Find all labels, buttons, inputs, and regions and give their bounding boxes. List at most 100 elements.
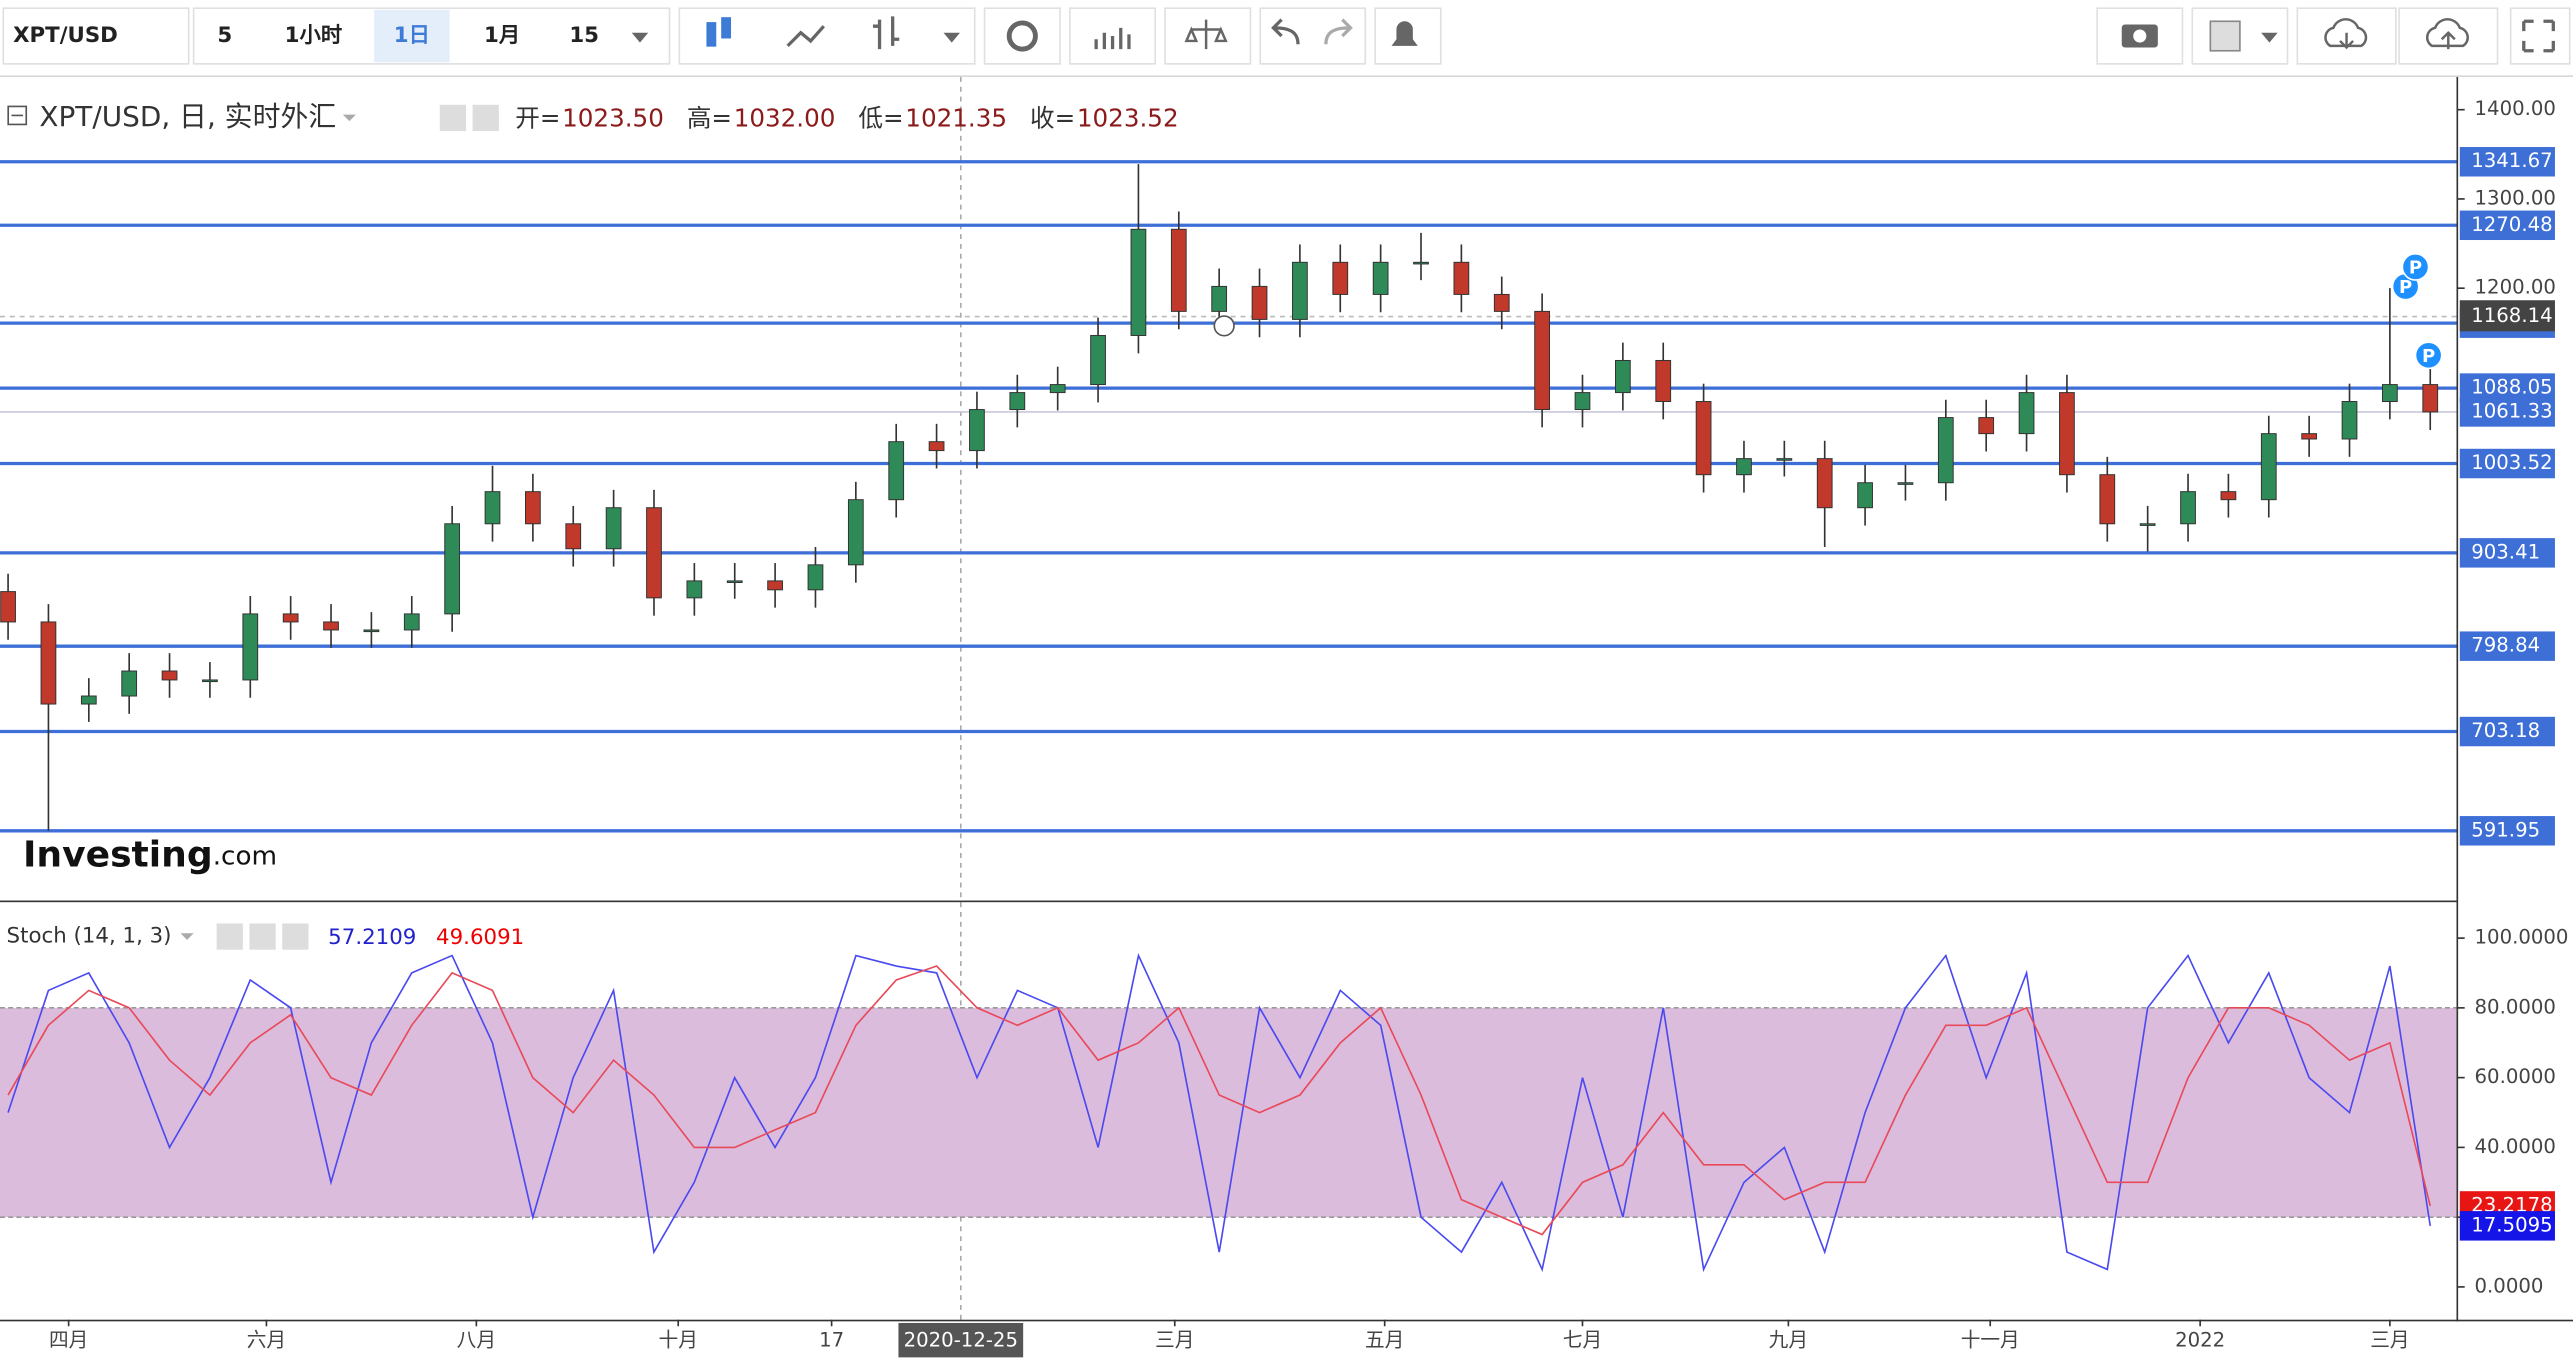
- candle-body: [1049, 384, 1066, 394]
- symbol[interactable]: XPT/USD: [13, 23, 118, 48]
- stoch-current: 57.2109: [328, 925, 416, 950]
- stoch-tag-label: 23.2178: [2471, 1193, 2552, 1216]
- y-tick-label: 40.0000: [2475, 1135, 2556, 1158]
- undo-icon: [1271, 18, 1300, 45]
- candle-body: [1655, 359, 1672, 403]
- eye-icon: [439, 104, 467, 131]
- candle-body: [1211, 285, 1228, 312]
- logo-brand: Investing: [23, 833, 213, 875]
- candle-icon: [721, 17, 732, 39]
- symbol-box[interactable]: [2, 7, 190, 65]
- alert-marker-label: P: [2422, 346, 2435, 367]
- compare-button[interactable]: [1164, 7, 1252, 65]
- candle-body: [1695, 401, 1712, 476]
- candle-body: [1413, 261, 1429, 265]
- undo-redo-group[interactable]: [1259, 7, 1367, 65]
- candle-body: [1332, 261, 1349, 295]
- x-tick-label: 十一月: [1961, 1329, 2020, 1352]
- candle-body: [1574, 392, 1591, 411]
- candle-body: [888, 441, 905, 501]
- candle-body: [686, 580, 703, 599]
- candle-body: [0, 591, 16, 623]
- fullscreen-button[interactable]: [2509, 7, 2571, 65]
- indicators-button[interactable]: [1069, 7, 1157, 65]
- level-label: 798.84: [2471, 634, 2540, 657]
- chart-type-group[interactable]: [678, 7, 976, 65]
- interval[interactable]: 5: [217, 23, 232, 48]
- snapshot-button[interactable]: [2096, 7, 2184, 65]
- level-label: 703.18: [2471, 719, 2540, 742]
- x-tick-label: 四月: [49, 1329, 88, 1352]
- candle-body: [1493, 293, 1510, 312]
- stoch-pane: 100.000080.000060.000040.000020.00000.00…: [0, 923, 2568, 1297]
- ohlc-label: 收=: [1030, 104, 1075, 133]
- layout-button[interactable]: [2191, 7, 2289, 65]
- y-tick-label: 100.0000: [2475, 926, 2569, 949]
- alert-button[interactable]: [1374, 7, 1442, 65]
- candle-body: [202, 679, 218, 683]
- candle-body: [1372, 261, 1389, 295]
- toolbar-icons: [631, 16, 2555, 53]
- load-button[interactable]: [2296, 7, 2397, 65]
- ohlc-value: 1032.00: [734, 104, 836, 133]
- stoch-tag: [2459, 1211, 2555, 1241]
- ohlc-label: 高=: [687, 104, 732, 133]
- candle-body: [1937, 417, 1954, 484]
- ohlc-label: 低=: [858, 104, 903, 133]
- candle-body: [767, 580, 783, 591]
- last-price-tag: [2459, 397, 2555, 427]
- count-field[interactable]: 15: [569, 23, 599, 48]
- candle-body: [605, 507, 622, 550]
- x-tick-label: 三月: [1155, 1329, 1194, 1352]
- redo-icon: [1324, 18, 1353, 45]
- candle-body: [2018, 392, 2035, 435]
- candle-body: [1736, 458, 1752, 476]
- pane-icon: [249, 923, 276, 950]
- candle-body: [1251, 285, 1268, 320]
- x-tick-label: 九月: [1769, 1329, 1808, 1352]
- ohlc-value: 1023.50: [562, 104, 664, 133]
- pane-icon: [216, 923, 243, 950]
- level-label: 1341.67: [2471, 149, 2552, 172]
- save-button[interactable]: [2398, 7, 2499, 65]
- candle-body: [1857, 482, 1873, 509]
- level-tag: [2459, 631, 2555, 661]
- y-tick-label: 60.0000: [2475, 1065, 2556, 1088]
- dropdown-icon: [631, 32, 649, 43]
- candle-body: [2341, 401, 2358, 440]
- ohlc-label: 开=: [515, 104, 560, 133]
- active-interval-bg: [374, 9, 450, 63]
- stoch-line: [7, 965, 2432, 1236]
- interval[interactable]: 1日: [394, 23, 430, 48]
- candle-body: [282, 613, 299, 623]
- stoch-band: [0, 1007, 2457, 1218]
- candle-body: [525, 491, 541, 525]
- collapse-icon: [7, 105, 28, 126]
- candle-body: [363, 629, 380, 633]
- alert-marker: [2414, 341, 2443, 370]
- alert-icon: [1391, 21, 1418, 46]
- candle-icon: [706, 22, 717, 47]
- interval[interactable]: 1月: [484, 23, 520, 48]
- indicator-icon: [1094, 27, 1131, 50]
- candle-body: [807, 564, 824, 591]
- level-label: 1088.05: [2471, 376, 2552, 399]
- chart-title: XPT/USD, 日, 实时外汇: [39, 100, 336, 133]
- candle-body: [1130, 228, 1147, 336]
- settings-button[interactable]: [983, 7, 1061, 65]
- price-axis-line: [2456, 76, 2459, 1322]
- interval[interactable]: 1小时: [285, 23, 342, 48]
- cloud-upload-icon: [2425, 18, 2469, 50]
- candle-body: [2099, 474, 2116, 525]
- y-tick-label: 80.0000: [2475, 995, 2556, 1018]
- candle-body: [1170, 228, 1187, 312]
- candle-body: [1614, 359, 1631, 394]
- level-tag: [2459, 448, 2555, 479]
- interval-group[interactable]: [192, 7, 671, 65]
- ohlc-value: 1021.35: [905, 104, 1007, 133]
- x-tick-label: 八月: [457, 1329, 496, 1352]
- bars-icon: [872, 16, 900, 50]
- candle-body: [1978, 417, 1995, 435]
